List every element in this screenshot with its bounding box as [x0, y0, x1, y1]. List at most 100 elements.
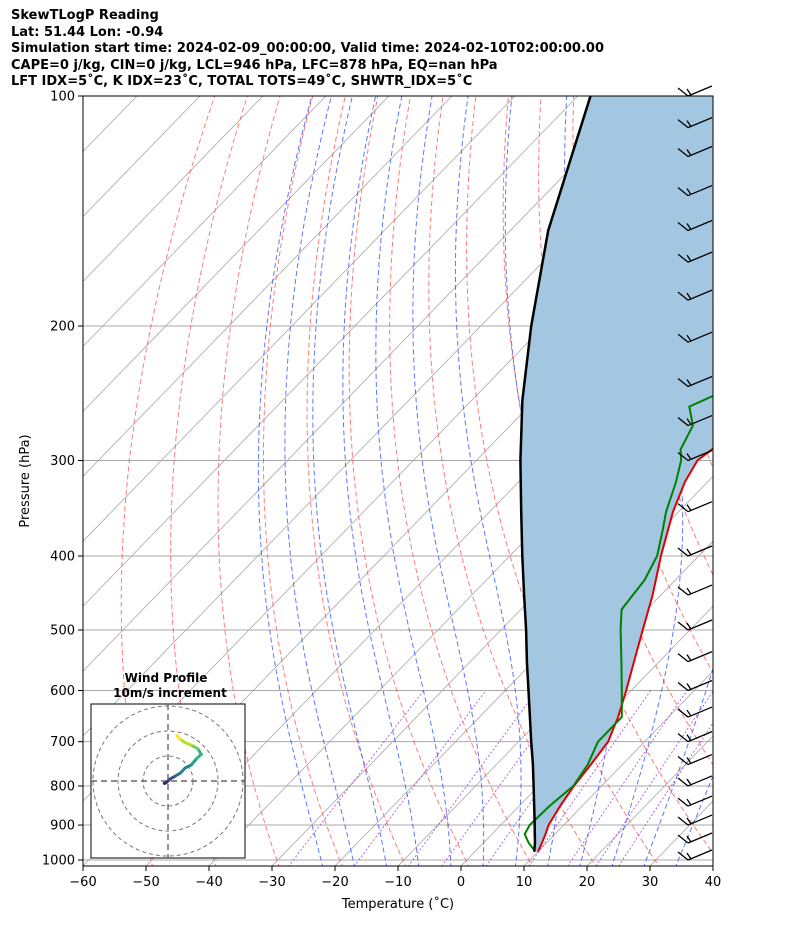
x-tick-label: 30 [642, 875, 659, 890]
y-tick-label: 500 [50, 624, 75, 639]
x-tick-label: −50 [132, 875, 159, 890]
wind-barb-flag [677, 653, 689, 663]
wind-barb-flag [686, 504, 692, 512]
isotherm-line [83, 96, 390, 412]
isotherm-line [145, 280, 713, 866]
y-tick-label: 100 [50, 90, 75, 105]
wind-barb [677, 219, 713, 232]
wind-barb-staff [687, 184, 713, 197]
parcel-line [519, 96, 592, 852]
dry-adiabat [306, 96, 407, 866]
wind-barb-flag [686, 223, 692, 230]
wind-barb-flag [677, 333, 689, 343]
wind-barb-staff [687, 501, 713, 513]
wind-barb [677, 501, 713, 513]
wind-barb [677, 331, 713, 343]
wind-barb-flag [686, 622, 692, 630]
wind-barb-flag [686, 852, 692, 860]
wind-barb-staff [687, 117, 713, 129]
wind-barb [677, 679, 713, 692]
mixing-ratio-line [288, 690, 425, 866]
wind-barb [677, 449, 713, 462]
isotherm-line [83, 96, 579, 607]
wind-barb-staff [687, 679, 713, 692]
wind-barb-staff [687, 85, 713, 97]
wind-barb-flag [677, 222, 689, 232]
wind-barb-staff [687, 775, 713, 787]
wind-barb-flag [677, 733, 689, 743]
stability-line: CAPE=0 j/kg, CIN=0 j/kg, LCL=946 hPa, LF… [11, 57, 498, 73]
dry-adiabat [170, 96, 248, 866]
wind-barb-flag [677, 682, 689, 692]
wind-barb-flag [677, 253, 689, 263]
x-tick-label: 0 [457, 875, 465, 890]
wind-barb-flag [677, 851, 689, 861]
hodograph-segment [175, 734, 182, 741]
wind-barb [677, 414, 713, 427]
wind-barb [677, 289, 713, 301]
wind-barb-flag [677, 377, 689, 387]
wind-barb-staff [687, 219, 713, 232]
wind-barb [677, 795, 713, 807]
wind-barb-flag [686, 548, 692, 556]
location-line: Lat: 51.44 Lon: -0.94 [11, 24, 164, 40]
dewpoint-line [523, 394, 713, 853]
wind-barb-flag [677, 777, 689, 787]
wind-barb [677, 832, 713, 844]
dry-adiabat [538, 96, 713, 766]
wind-barb [677, 651, 713, 663]
wind-barb-flag [677, 816, 689, 826]
wind-barb [677, 545, 713, 557]
wind-barb-flag [677, 621, 689, 631]
wind-barb-flag [677, 417, 689, 427]
wind-barb [677, 775, 713, 787]
moist-adiabat [257, 96, 324, 866]
x-tick-label: 10 [516, 875, 533, 890]
mixing-ratio-line [618, 722, 713, 866]
x-tick-label: −60 [69, 875, 96, 890]
wind-barb-flag [686, 757, 692, 764]
isotherm-line [83, 96, 453, 477]
wind-barb-staff [687, 545, 713, 557]
wind-barb-flag [677, 756, 689, 766]
isotherm-line [334, 475, 713, 866]
y-tick-label: 200 [50, 319, 75, 334]
isotherm-line [0, 96, 11, 876]
index-line: LFT IDX=5˚C, K IDX=23˚C, TOTAL TOTS=49˚C… [11, 74, 473, 89]
moist-adiabat [412, 96, 485, 866]
y-tick-label: 400 [50, 549, 75, 564]
isotherm-line [0, 96, 74, 876]
wind-barb-flag [686, 379, 692, 386]
temperature-line [537, 447, 713, 853]
wind-barb-flag [677, 708, 689, 718]
wind-barb-flag [686, 120, 692, 127]
wind-barb-staff [687, 375, 713, 388]
wind-barb-flag [677, 452, 689, 462]
x-tick-label: −10 [384, 875, 411, 890]
x-tick-label: 40 [705, 875, 722, 890]
wind-barb-staff [687, 832, 713, 844]
wind-barb-flag [686, 835, 692, 843]
wind-barb-staff [687, 414, 713, 427]
moist-adiabat [312, 96, 387, 866]
mixing-ratio-line [567, 690, 688, 866]
wind-barb [677, 619, 713, 631]
y-tick-label: 700 [50, 735, 75, 750]
y-axis-label: Pressure (hPa) [18, 434, 33, 527]
wind-barb [677, 251, 713, 263]
wind-barb [677, 375, 713, 388]
wind-barb [677, 584, 713, 596]
wind-barb-staff [687, 849, 713, 861]
wind-barb-flag [686, 188, 692, 195]
wind-barb-flag [677, 291, 689, 301]
wind-barb-flag [686, 778, 692, 786]
wind-barb-flag [686, 149, 692, 156]
wind-barb [677, 814, 713, 826]
dry-adiabat [263, 96, 343, 866]
wind-barb-staff [687, 251, 713, 263]
wind-barb [677, 117, 713, 129]
wind-barb-flag [686, 292, 692, 300]
wind-barb-staff [687, 289, 713, 301]
hodograph-ring [117, 730, 219, 832]
